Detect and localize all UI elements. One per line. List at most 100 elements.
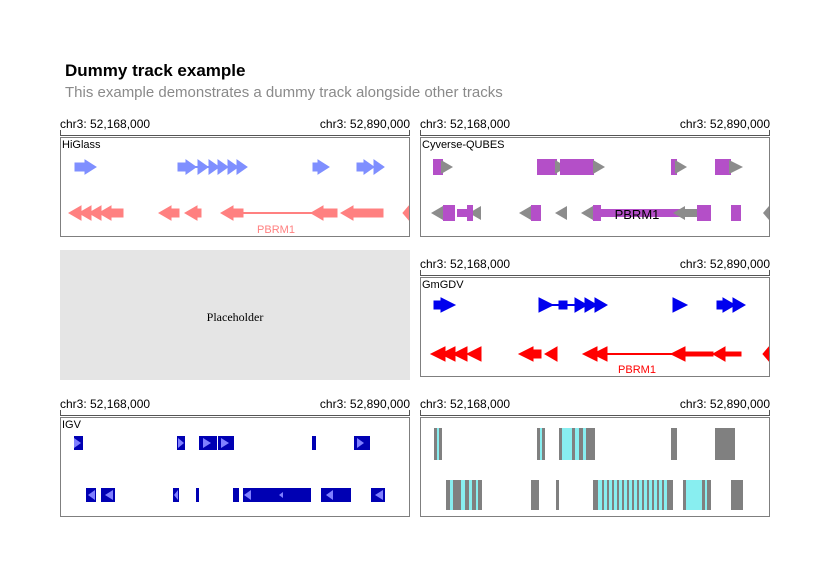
strand-arrow-left [375,490,383,500]
igv-gene-annotations [74,436,385,502]
gene-exon [433,159,443,175]
gene-label: PBRM1 [257,224,295,236]
higlass-panel: chr3: 52,168,000 chr3: 52,890,000 HiGlas… [60,117,410,257]
exon-blocks-panel: chr3: 52,168,000 chr3: 52,890,000 [420,397,770,537]
strand-arrow-left [517,346,534,362]
strand-arrow-right [178,438,184,448]
gene-exon [243,488,311,502]
axis-end-label: chr3: 52,890,000 [679,397,770,411]
exon-blocks-track[interactable] [420,417,770,517]
strand-arrow-left [402,205,409,221]
strand-arrow-left [105,490,113,500]
strand-arrow-right [729,160,743,174]
strand-arrow-left [88,490,95,500]
track-title: Cyverse-QUBES [422,139,505,151]
gene-exon [684,351,714,357]
gene-exon [196,488,199,502]
highlight-stripe [639,480,642,510]
track-title: HiGlass [62,139,101,151]
strand-arrow-left [581,206,593,220]
axis-tick [409,410,410,416]
strand-arrow-left [465,346,482,362]
strand-arrow-left [174,490,178,500]
highlight-stripe [659,480,662,510]
strand-arrow-right [441,160,453,174]
gmgdv-gene-annotations: PBRM1 [429,297,769,376]
highlight-stripe [609,480,612,510]
cyverse-gene-annotations: PBRM1 [431,159,769,222]
strand-arrow-right [84,159,97,175]
strand-arrow-right [732,297,746,313]
cyverse-track[interactable]: Cyverse-QUBES [420,137,770,237]
highlight-stripe [575,428,579,460]
strand-arrow-left [244,490,251,500]
axis-line [420,275,770,276]
gene-exon [352,208,384,218]
gene-exon [531,480,539,510]
igv-track[interactable]: IGV [60,417,410,517]
gene-exon [731,480,743,510]
strand-arrow-right [675,160,687,174]
highlight-stripe [686,480,702,510]
gene-label: PBRM1 [615,207,660,222]
axis-end-label: chr3: 52,890,000 [319,117,410,131]
axis-tick [420,270,421,276]
highlight-stripe [469,480,472,510]
strand-arrow-right [538,297,555,313]
placeholder-track: Placeholder [60,250,410,380]
cyverse-panel: chr3: 52,168,000 chr3: 52,890,000 Cyvers… [420,117,770,257]
strand-arrow-right [584,297,598,313]
strand-arrow-right [363,159,375,175]
strand-arrow-right [574,297,588,313]
page-subtitle: This example demonstrates a dummy track … [65,84,503,101]
strand-arrow-right [440,297,457,313]
strand-arrow-right [593,160,605,174]
strand-arrow-right [74,438,81,448]
gene-exon [731,205,741,221]
gene-exon [715,159,731,175]
highlight-stripe [614,480,617,510]
strand-arrow-right [722,297,736,313]
igv-panel: chr3: 52,168,000 chr3: 52,890,000 IGV [60,397,410,537]
axis-tick [769,410,770,416]
strand-arrow-right [236,159,248,175]
strand-arrow-left [519,206,531,220]
gene-exon [322,208,338,218]
gene-exon [671,159,677,175]
strand-arrow-left [669,346,686,362]
highlight-stripe [461,480,465,510]
highlight-stripe [562,428,572,460]
gene-exon [724,351,742,357]
strand-arrow-left [431,206,443,220]
gmgdv-track[interactable]: GmGDV [420,277,770,377]
strand-arrow-right [672,297,689,313]
gene-exon [532,349,542,359]
gmgdv-panel: chr3: 52,168,000 chr3: 52,890,000 GmGDV [420,257,770,397]
gene-exon [715,428,735,460]
strand-arrow-left [763,206,769,220]
gene-exon [593,205,601,221]
axis-start-label: chr3: 52,168,000 [60,397,151,411]
gene-exon [196,208,202,218]
gene-exon [110,208,124,218]
highlight-stripe [634,480,637,510]
highlight-stripe [604,480,607,510]
axis-tick [420,130,421,136]
strand-arrow-right [227,159,239,175]
gene-exon [233,488,239,502]
strand-arrow-left [310,205,324,221]
gene-exon [312,436,316,450]
higlass-track[interactable]: HiGlass [60,137,410,237]
highlight-stripe [649,480,652,510]
strand-arrow-right [373,159,385,175]
highlight-stripe [437,428,439,460]
gene-exon [697,205,711,221]
strand-arrow-right [185,159,197,175]
gene-exon [467,205,473,221]
strand-arrow-right [203,438,211,448]
highlight-stripe [583,428,586,460]
strand-arrow-right [221,438,229,448]
track-title: GmGDV [422,279,464,291]
highlight-stripe [629,480,632,510]
track-title: IGV [62,419,81,431]
